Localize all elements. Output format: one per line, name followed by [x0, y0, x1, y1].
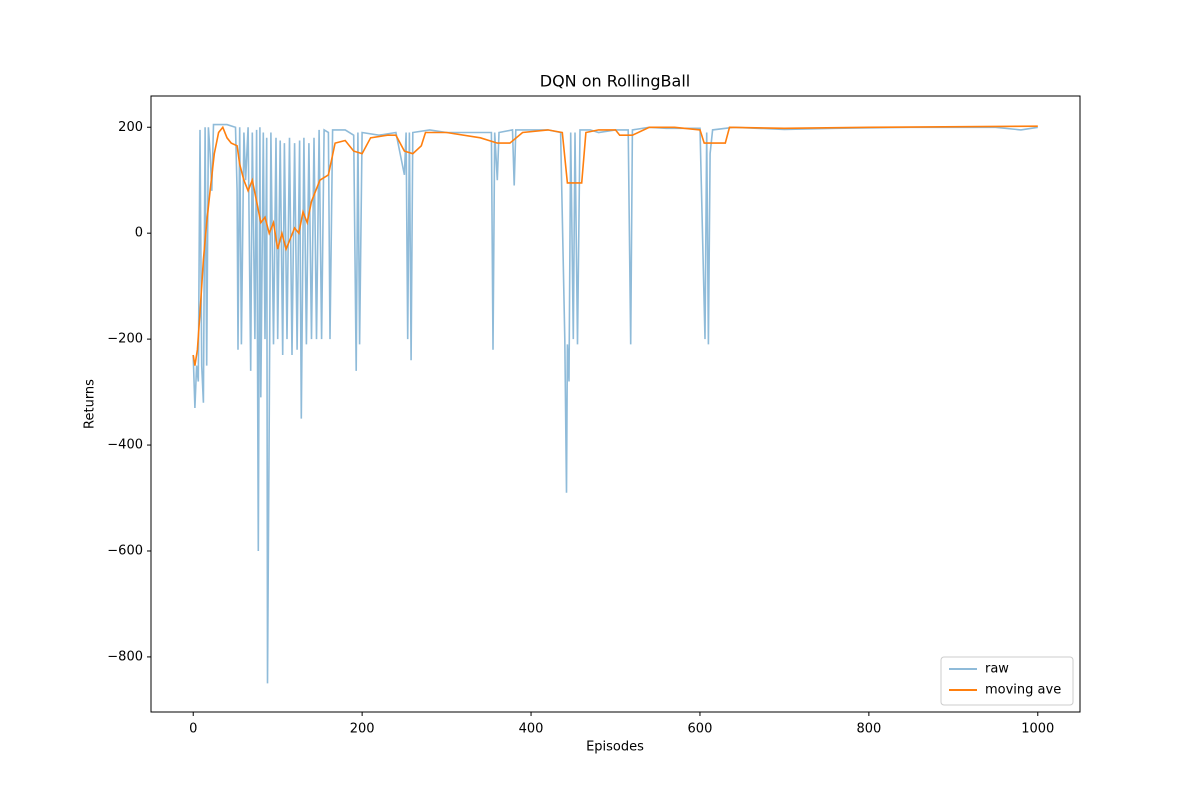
series-line: [192, 123, 1038, 684]
x-tick-label: 0: [189, 722, 197, 737]
x-axis-label: Episodes: [586, 740, 644, 755]
plot-frame: [150, 95, 1081, 713]
x-tick-label: 600: [688, 722, 713, 737]
y-tick-label: −800: [107, 649, 143, 664]
x-tick-label: 800: [856, 722, 881, 737]
y-tick-label: −200: [107, 332, 143, 347]
y-tick-label: −600: [107, 543, 143, 558]
legend-label: moving ave: [985, 683, 1061, 698]
chart-title: DQN on RollingBall: [540, 72, 690, 91]
x-tick-label: 400: [519, 722, 544, 737]
x-tick-label: 1000: [1021, 722, 1054, 737]
series-line: [192, 125, 1038, 366]
y-tick-label: 200: [118, 120, 143, 135]
y-axis-label: Returns: [83, 379, 98, 429]
x-tick-label: 200: [350, 722, 375, 737]
y-tick-label: 0: [135, 226, 143, 241]
legend-label: raw: [985, 662, 1009, 677]
y-tick-label: −400: [107, 438, 143, 453]
